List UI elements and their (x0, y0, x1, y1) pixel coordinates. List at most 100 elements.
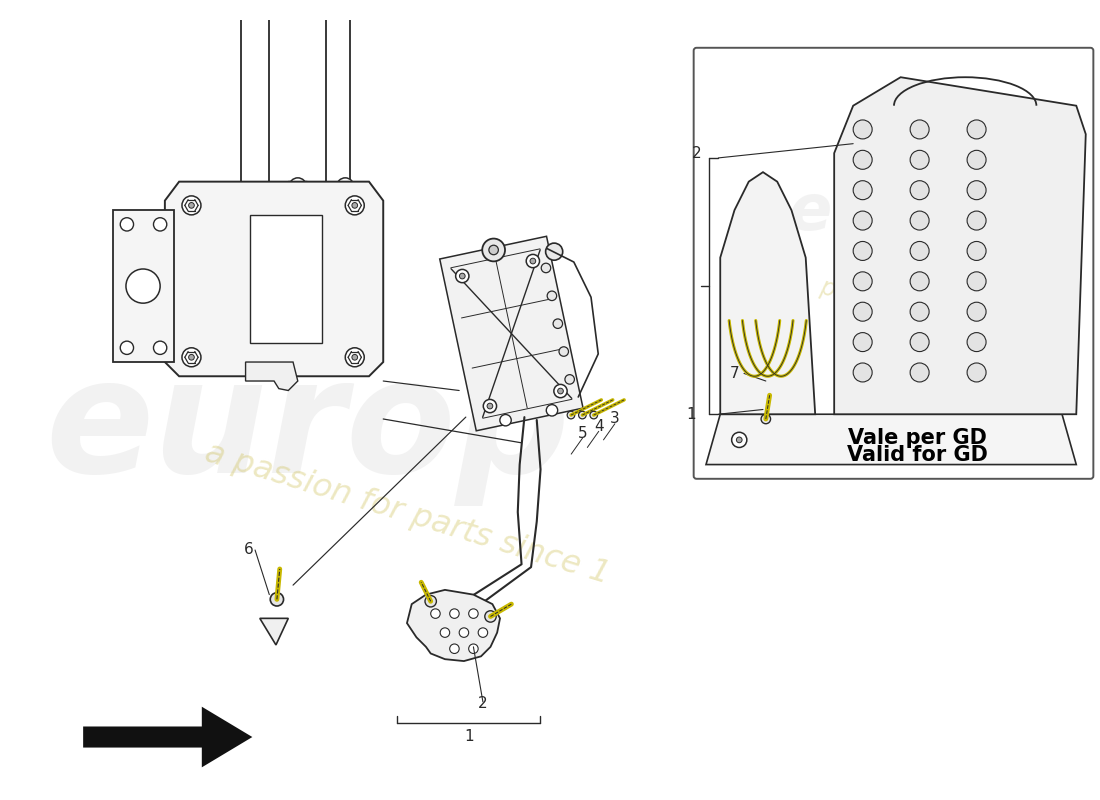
Circle shape (910, 333, 930, 351)
Circle shape (558, 388, 563, 394)
Polygon shape (407, 590, 500, 661)
Circle shape (854, 211, 872, 230)
Circle shape (854, 181, 872, 200)
Circle shape (499, 414, 512, 426)
Circle shape (854, 242, 872, 261)
Circle shape (352, 202, 358, 208)
Circle shape (547, 405, 558, 416)
Circle shape (967, 242, 986, 261)
Polygon shape (251, 215, 321, 343)
Circle shape (565, 374, 574, 384)
Circle shape (554, 385, 568, 398)
Circle shape (910, 181, 930, 200)
Text: 1: 1 (686, 406, 695, 422)
Circle shape (736, 437, 743, 442)
Circle shape (559, 346, 569, 356)
Circle shape (120, 218, 133, 231)
Text: 7: 7 (729, 366, 739, 381)
Circle shape (485, 610, 496, 622)
Polygon shape (288, 182, 307, 206)
Circle shape (910, 363, 930, 382)
Polygon shape (834, 78, 1086, 414)
Polygon shape (706, 414, 1076, 465)
Circle shape (459, 628, 469, 638)
Circle shape (967, 150, 986, 170)
Circle shape (460, 273, 465, 279)
Circle shape (478, 628, 487, 638)
Circle shape (345, 348, 364, 366)
Circle shape (120, 341, 133, 354)
Circle shape (967, 363, 986, 382)
Circle shape (483, 399, 496, 413)
Circle shape (967, 211, 986, 230)
Circle shape (154, 218, 167, 231)
Circle shape (967, 181, 986, 200)
Circle shape (345, 196, 364, 215)
Text: parts since 1: parts since 1 (817, 274, 970, 337)
Circle shape (154, 341, 167, 354)
Circle shape (854, 302, 872, 322)
Circle shape (910, 120, 930, 139)
Text: 3: 3 (610, 411, 619, 426)
Circle shape (188, 202, 195, 208)
Circle shape (967, 333, 986, 351)
Circle shape (182, 196, 201, 215)
Circle shape (488, 246, 498, 254)
Circle shape (469, 609, 478, 618)
Polygon shape (165, 182, 383, 376)
Circle shape (967, 272, 986, 291)
Text: Vale per GD: Vale per GD (848, 428, 987, 448)
Circle shape (126, 269, 161, 303)
Circle shape (182, 348, 201, 366)
Circle shape (854, 363, 872, 382)
Circle shape (910, 272, 930, 291)
Text: 6: 6 (243, 542, 253, 558)
Circle shape (469, 644, 478, 654)
Circle shape (294, 182, 301, 190)
Text: europ: europ (45, 351, 570, 506)
Circle shape (289, 178, 306, 195)
Circle shape (579, 411, 586, 419)
Circle shape (732, 432, 747, 447)
Polygon shape (260, 618, 288, 645)
Text: 2: 2 (478, 696, 487, 711)
Circle shape (455, 270, 469, 282)
Circle shape (482, 238, 505, 262)
Circle shape (337, 178, 354, 195)
Circle shape (910, 150, 930, 170)
Circle shape (967, 302, 986, 322)
Circle shape (910, 302, 930, 322)
Circle shape (450, 609, 459, 618)
Circle shape (590, 411, 597, 419)
Circle shape (188, 354, 195, 360)
Polygon shape (245, 362, 298, 390)
Text: a passion for parts since 1: a passion for parts since 1 (200, 438, 614, 590)
Circle shape (854, 333, 872, 351)
Circle shape (568, 411, 575, 419)
Text: 1: 1 (464, 729, 473, 743)
Text: 2: 2 (692, 146, 702, 161)
Circle shape (450, 644, 459, 654)
Polygon shape (85, 709, 251, 766)
Circle shape (854, 272, 872, 291)
Text: europ: europ (789, 182, 999, 243)
Polygon shape (720, 172, 815, 414)
Circle shape (530, 258, 536, 264)
Text: 4: 4 (594, 419, 604, 434)
Circle shape (440, 628, 450, 638)
Circle shape (487, 403, 493, 409)
Circle shape (553, 319, 562, 329)
Circle shape (910, 242, 930, 261)
Circle shape (546, 243, 563, 260)
Text: 5: 5 (578, 426, 587, 441)
Circle shape (425, 595, 437, 607)
Circle shape (352, 354, 358, 360)
Circle shape (854, 120, 872, 139)
Circle shape (910, 211, 930, 230)
Circle shape (541, 263, 551, 273)
Circle shape (271, 593, 284, 606)
FancyBboxPatch shape (694, 48, 1093, 478)
Circle shape (431, 609, 440, 618)
Text: Valid for GD: Valid for GD (847, 445, 988, 465)
Circle shape (547, 291, 557, 301)
